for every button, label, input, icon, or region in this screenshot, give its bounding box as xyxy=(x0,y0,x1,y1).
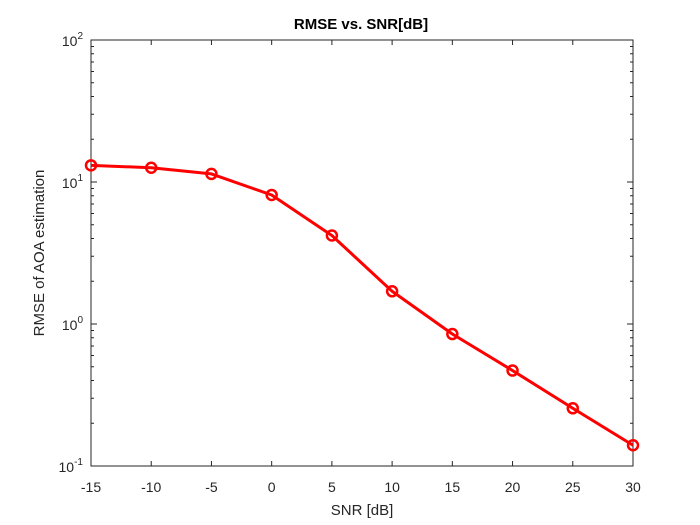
x-tick-label: -15 xyxy=(81,479,101,495)
data-point-marker xyxy=(325,229,339,242)
chart-title: RMSE vs. SNR[dB] xyxy=(294,16,428,33)
x-tick-label: 20 xyxy=(505,479,521,495)
plot-frame xyxy=(90,39,634,467)
data-point-marker xyxy=(385,285,399,298)
x-tick-label: 5 xyxy=(328,479,336,495)
data-point-marker xyxy=(626,438,640,452)
data-point-marker xyxy=(446,327,459,341)
y-tick-label: 101 xyxy=(62,173,84,191)
plot-area xyxy=(91,40,633,466)
x-tick-label: 10 xyxy=(384,479,400,495)
y-tick-label: 10-1 xyxy=(59,457,84,475)
x-tick-labels: -15 -10 -5 0 5 10 15 20 25 30 xyxy=(81,479,641,495)
x-tick-label: -10 xyxy=(141,479,161,495)
data-point-marker xyxy=(84,159,98,172)
series-line xyxy=(90,163,634,447)
data-point-marker xyxy=(566,402,580,415)
x-tick-label: 25 xyxy=(565,479,581,495)
y-axis-title: RMSE of AOA estimation xyxy=(31,170,48,337)
series-layer xyxy=(84,159,640,452)
data-point-marker xyxy=(144,161,158,174)
x-tick-label: 30 xyxy=(625,479,641,495)
x-tick-label: 0 xyxy=(268,479,276,495)
data-point-marker xyxy=(205,167,218,181)
x-tick-label: -5 xyxy=(205,479,218,495)
data-point-marker xyxy=(265,188,278,202)
y-tick-labels: 10-1 100 101 102 xyxy=(59,31,84,475)
x-tick-label: 15 xyxy=(445,479,461,495)
y-tick-label: 100 xyxy=(62,315,84,333)
data-point-marker xyxy=(506,364,519,377)
y-tick-label: 102 xyxy=(62,31,84,49)
x-axis-title: SNR [dB] xyxy=(331,502,394,519)
